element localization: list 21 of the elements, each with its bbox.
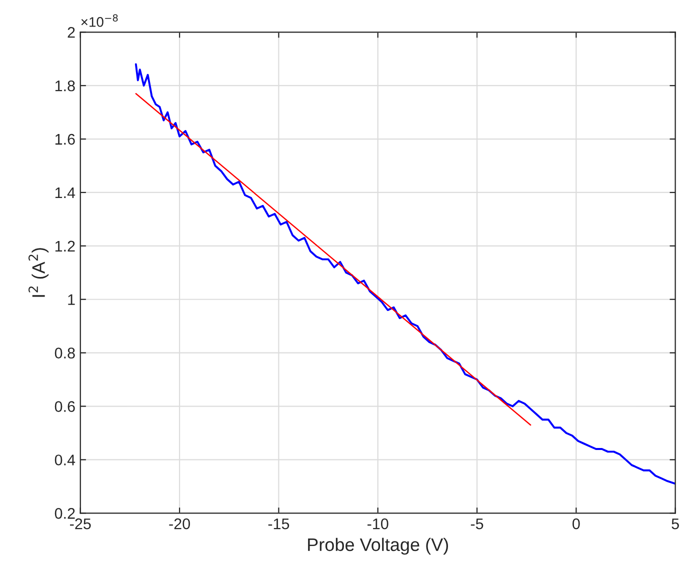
y-tick-label: 0.8	[54, 348, 75, 359]
x-axis-title: Probe Voltage (V)	[308, 538, 448, 555]
y-tick-label: 0.6	[54, 401, 75, 412]
y-tick-label: 1	[68, 294, 75, 305]
y-tick-label: 1.8	[55, 80, 75, 92]
y-tick-label: 1.6	[55, 134, 75, 145]
y-tick-label: 2	[68, 27, 75, 38]
x-tick-label: 5	[672, 518, 679, 530]
y-tick-label: 1.2	[55, 240, 75, 252]
line-series	[134, 63, 676, 485]
x-tick-label: -5	[470, 518, 484, 530]
y-tick-label: 0.2	[54, 508, 75, 519]
x-tick-label: -20	[169, 518, 190, 530]
y-axis-title: I$^{2}$ (A$^{2}$)	[28, 248, 49, 297]
x-tick-label: 0	[572, 518, 580, 530]
y-tick-label: 0.4	[54, 454, 76, 466]
x-tick-label: -25	[70, 518, 91, 530]
x-tick-label: -10	[367, 518, 388, 530]
text: ×10$^{−8}$	[81, 14, 118, 27]
x-tick-label: -15	[268, 518, 290, 530]
y-tick-label: 1.4	[55, 188, 76, 198]
